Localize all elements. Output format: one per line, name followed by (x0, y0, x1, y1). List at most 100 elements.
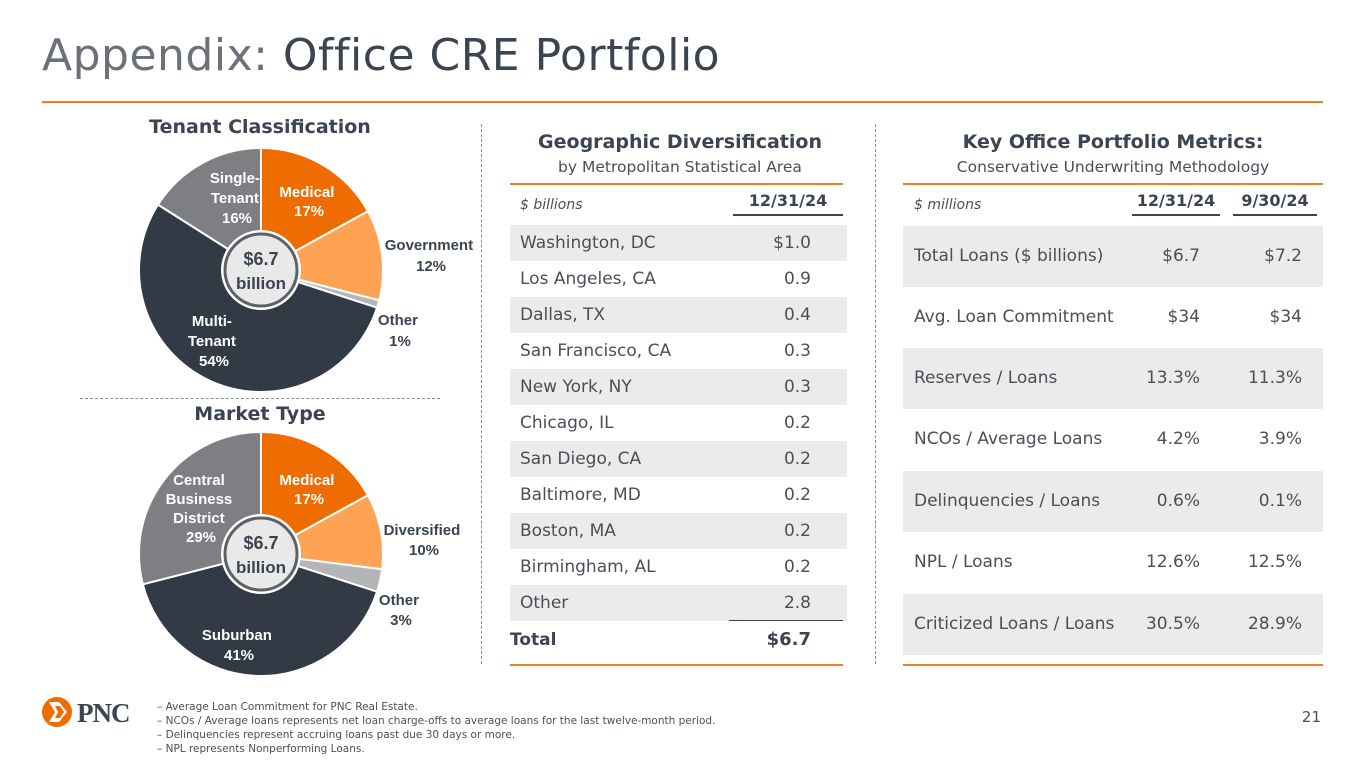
page-title: Appendix: Office CRE Portfolio (42, 30, 721, 81)
table-row: Birmingham, AL 0.2 (510, 549, 847, 585)
tenant-slice-medical (260, 146, 370, 272)
geo-header-rule (510, 183, 843, 185)
table-row: Chicago, IL 0.2 (510, 405, 847, 441)
metric-name: Avg. Loan Commitment (914, 307, 1114, 327)
geo-total-value: $6.7 (766, 629, 811, 650)
market-slice-medical (260, 430, 370, 556)
geo-row-name: Other (520, 593, 569, 613)
tenant-label-single: Single- Tenant 16% (210, 170, 264, 227)
metrics-footer-rule (903, 664, 1323, 666)
metric-value-prior: $34 (1269, 307, 1302, 327)
footnotes: Average Loan Commitment for PNC Real Est… (157, 700, 716, 756)
table-row: Boston, MA 0.2 (510, 513, 847, 549)
table-row: Washington, DC $1.0 (510, 225, 847, 261)
table-row: Los Angeles, CA 0.9 (510, 261, 847, 297)
geo-row-value: 0.2 (783, 449, 811, 469)
metrics-subtitle: Conservative Underwriting Methodology (956, 158, 1270, 176)
geo-row-name: Washington, DC (520, 233, 656, 253)
geo-row-name: New York, NY (520, 377, 632, 397)
geo-row-value: 0.3 (783, 341, 811, 361)
footnote: Delinquencies represent accruing loans p… (157, 728, 715, 742)
metrics-units: $ millions (914, 197, 982, 213)
table-row: Delinquencies / Loans 0.6% 0.1% (903, 471, 1323, 532)
market-center-unit: billion (236, 558, 286, 577)
geo-total-label: Total (510, 630, 557, 650)
table-row: San Diego, CA 0.2 (510, 441, 847, 477)
geo-row-value: 0.2 (783, 521, 811, 541)
table-row: Other 2.8 (510, 585, 847, 621)
table-row: Baltimore, MD 0.2 (510, 477, 847, 513)
table-row: Dallas, TX 0.4 (510, 297, 847, 333)
tenant-pie-chart: $6.7 billion Medical 17% Government 12% … (138, 146, 478, 393)
table-row: Total Loans ($ billions) $6.7 $7.2 (903, 226, 1323, 287)
metric-value-current: 4.2% (1156, 429, 1200, 449)
metric-name: Delinquencies / Loans (914, 491, 1101, 511)
table-row: New York, NY 0.3 (510, 369, 847, 405)
metric-value-prior: 0.1% (1258, 491, 1302, 511)
metric-value-current: 13.3% (1145, 368, 1200, 388)
market-center-disc (223, 516, 299, 592)
tenant-center-amount: $6.7 (243, 249, 278, 269)
table-row: NPL / Loans 12.6% 12.5% (903, 532, 1323, 593)
metric-name: NPL / Loans (914, 552, 1013, 572)
pnc-logo: PNC (42, 697, 131, 728)
geo-col-header-line (733, 214, 843, 216)
geo-row-value: 0.4 (783, 305, 811, 325)
pnc-logo-text: PNC (77, 698, 130, 728)
geo-row-value: 0.3 (783, 377, 811, 397)
metric-value-current: $6.7 (1162, 246, 1200, 266)
tenant-center-unit: billion (236, 274, 286, 293)
market-label-medical: Medical 17% (279, 472, 338, 508)
metrics-col1-line (1132, 214, 1220, 216)
divider-left (481, 124, 482, 664)
footnote: NCOs / Average loans represents net loan… (157, 714, 716, 728)
geo-col-header: 12/31/24 (748, 191, 828, 210)
geo-row-value: $1.0 (773, 233, 811, 253)
geo-row-name: Birmingham, AL (520, 557, 656, 577)
tenant-chart-title: Tenant Classification (149, 116, 371, 138)
metric-value-current: $34 (1167, 307, 1200, 327)
metric-value-current: 12.6% (1145, 552, 1200, 572)
divider-right (875, 124, 876, 664)
metric-value-prior: 12.5% (1247, 552, 1302, 572)
title-rule (42, 101, 1323, 103)
table-row: Criticized Loans / Loans 30.5% 28.9% (903, 594, 1323, 655)
table-row: San Francisco, CA 0.3 (510, 333, 847, 369)
geo-row-value: 0.9 (783, 269, 811, 289)
table-row: Avg. Loan Commitment $34 $34 (903, 287, 1323, 348)
metric-name: Total Loans ($ billions) (914, 246, 1104, 266)
metric-value-prior: 11.3% (1247, 368, 1302, 388)
market-label-diversified: Diversified 10% (384, 522, 465, 559)
market-label-other: Other 3% (379, 592, 423, 629)
metric-value-prior: 28.9% (1247, 614, 1302, 634)
metrics-col2-header: 9/30/24 (1241, 191, 1309, 210)
metric-value-current: 30.5% (1145, 614, 1200, 634)
tenant-label-multi: Multi- Tenant 54% (188, 313, 240, 370)
metric-name: Reserves / Loans (914, 368, 1058, 388)
geo-subtitle: by Metropolitan Statistical Area (558, 158, 802, 176)
tenant-center-disc (223, 232, 299, 308)
geo-row-value: 0.2 (783, 413, 811, 433)
market-pie-chart: $6.7 billion Medical 17% Diversified 10%… (138, 430, 465, 677)
geo-row-name: Boston, MA (520, 521, 616, 541)
geo-units: $ billions (520, 197, 583, 213)
geo-row-name: San Diego, CA (520, 449, 642, 469)
market-label-suburban: Suburban 41% (202, 627, 276, 664)
tenant-label-government: Government 12% (385, 237, 478, 275)
metric-name: Criticized Loans / Loans (914, 614, 1115, 634)
geo-row-name: Baltimore, MD (520, 485, 641, 505)
geo-row-name: Chicago, IL (520, 413, 614, 433)
geo-row-name: Dallas, TX (520, 305, 606, 325)
tenant-label-medical: Medical 17% (279, 184, 338, 220)
table-row: NCOs / Average Loans 4.2% 3.9% (903, 409, 1323, 470)
footnote: Average Loan Commitment for PNC Real Est… (157, 700, 715, 714)
geo-row-value: 0.2 (783, 485, 811, 505)
metric-name: NCOs / Average Loans (914, 429, 1103, 449)
geo-total-line (729, 620, 843, 621)
market-chart-title: Market Type (194, 403, 326, 425)
metrics-title: Key Office Portfolio Metrics: (962, 131, 1264, 153)
metric-value-prior: $7.2 (1264, 246, 1302, 266)
market-center-amount: $6.7 (243, 533, 278, 553)
metric-value-prior: 3.9% (1258, 429, 1302, 449)
geo-row-name: San Francisco, CA (520, 341, 672, 361)
